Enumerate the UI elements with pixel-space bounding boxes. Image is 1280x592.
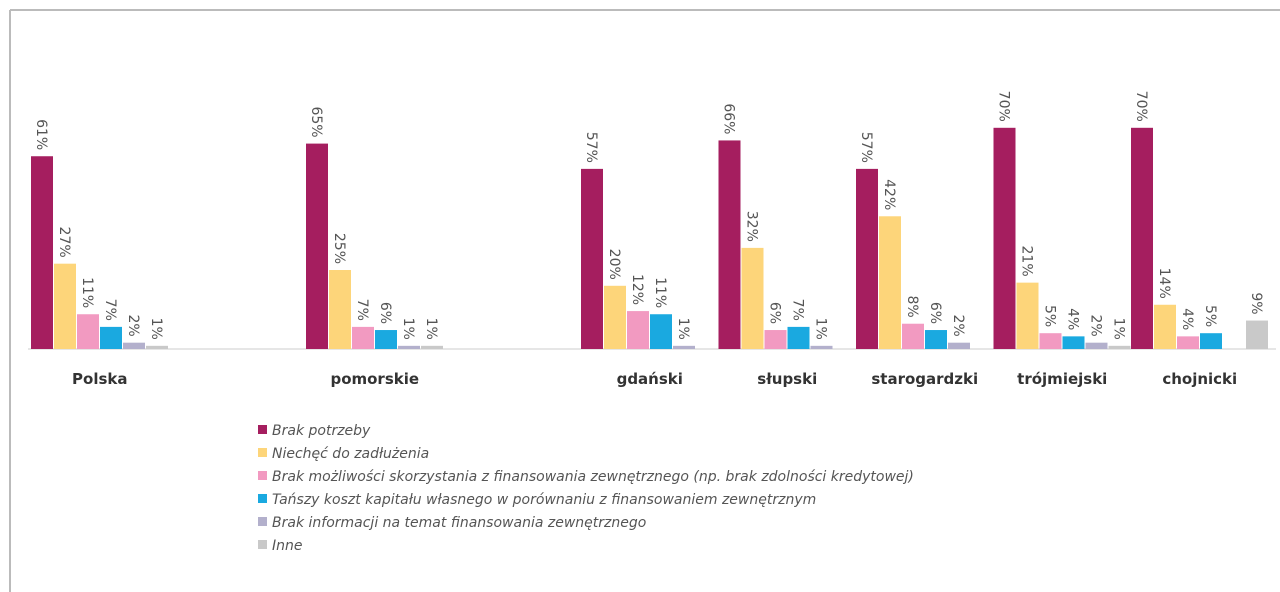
- x-tick-label: gdański: [617, 370, 683, 388]
- value-label: 1%: [813, 318, 829, 340]
- value-label: 66%: [721, 103, 737, 134]
- value-label: 57%: [858, 132, 874, 163]
- bar: [375, 330, 397, 349]
- bar: [948, 342, 970, 349]
- bar: [421, 345, 443, 349]
- bar: [146, 345, 168, 349]
- bar: [581, 168, 603, 349]
- value-label: 1%: [423, 318, 439, 340]
- bar: [306, 143, 328, 349]
- value-label: 20%: [606, 249, 622, 280]
- bar: [856, 168, 878, 349]
- x-tick-label: chojnicki: [1162, 370, 1237, 388]
- legend-swatch: [258, 517, 267, 526]
- value-label: 42%: [881, 179, 897, 210]
- value-label: 9%: [1248, 292, 1264, 314]
- legend-label: Niechęć do zadłużenia: [272, 446, 429, 462]
- legend-label: Brak możliwości skorzystania z finansowa…: [272, 469, 914, 485]
- bar: [1039, 333, 1062, 349]
- bar: [1062, 336, 1085, 349]
- value-label: 27%: [56, 227, 72, 258]
- x-tick-label: Polska: [72, 370, 127, 388]
- bar: [398, 345, 420, 349]
- value-label: 5%: [1202, 305, 1218, 327]
- legend-label: Brak informacji na temat finansowania ze…: [272, 515, 646, 531]
- bar: [879, 216, 901, 349]
- bar: [650, 314, 672, 349]
- bar: [993, 127, 1016, 349]
- bar: [1131, 127, 1153, 349]
- legend-label: Brak potrzeby: [272, 423, 371, 439]
- bar: [1085, 342, 1108, 349]
- value-label: 61%: [33, 119, 49, 150]
- value-label: 65%: [308, 106, 324, 137]
- value-label: 4%: [1179, 308, 1195, 330]
- value-label: 2%: [950, 314, 966, 336]
- bar: [100, 326, 122, 349]
- bar: [925, 330, 947, 349]
- bar: [1154, 304, 1176, 349]
- legend-swatch: [258, 471, 267, 480]
- value-label: 57%: [583, 132, 599, 163]
- bar: [329, 270, 351, 349]
- value-label: 11%: [79, 277, 95, 308]
- bar: [787, 326, 810, 349]
- value-label: 7%: [102, 299, 118, 321]
- x-tick-label: pomorskie: [330, 370, 419, 388]
- bar: [1200, 333, 1222, 349]
- value-label: 70%: [1133, 91, 1149, 122]
- bar: [54, 263, 76, 349]
- bar: [123, 342, 145, 349]
- legend-swatch: [258, 494, 267, 503]
- x-tick-label: słupski: [757, 370, 817, 388]
- value-label: 1%: [400, 318, 416, 340]
- bar: [718, 140, 741, 349]
- legend-swatch: [258, 448, 267, 457]
- value-label: 2%: [1088, 314, 1104, 336]
- bar: [810, 345, 833, 349]
- legend-swatch: [258, 540, 267, 549]
- value-label: 8%: [904, 296, 920, 318]
- legend-label: Tańszy koszt kapitału własnego w porówna…: [272, 492, 816, 508]
- value-label: 32%: [744, 211, 760, 242]
- bar: [31, 156, 53, 349]
- bar: [1246, 320, 1268, 349]
- value-label: 7%: [790, 299, 806, 321]
- bar: [902, 323, 924, 349]
- bar: [627, 311, 649, 349]
- bar: [741, 247, 764, 349]
- value-label: 6%: [377, 302, 393, 324]
- bar: [604, 285, 626, 349]
- bar: [352, 326, 374, 349]
- value-label: 70%: [996, 91, 1012, 122]
- x-tick-label: starogardzki: [871, 370, 978, 388]
- bar: [1016, 282, 1039, 349]
- value-label: 1%: [148, 318, 164, 340]
- value-label: 1%: [1111, 318, 1127, 340]
- value-label: 14%: [1156, 268, 1172, 299]
- value-label: 21%: [1019, 246, 1035, 277]
- bar: [764, 330, 787, 349]
- value-label: 25%: [331, 233, 347, 264]
- value-label: 11%: [652, 277, 668, 308]
- value-label: 5%: [1042, 305, 1058, 327]
- legend-swatch: [258, 425, 267, 434]
- bar: [673, 345, 695, 349]
- legend-label: Inne: [272, 538, 303, 554]
- bar: [77, 314, 99, 349]
- value-label: 2%: [125, 314, 141, 336]
- value-label: 6%: [927, 302, 943, 324]
- value-label: 7%: [354, 299, 370, 321]
- bar: [1108, 345, 1131, 349]
- x-tick-label: trójmiejski: [1017, 370, 1107, 388]
- value-label: 4%: [1065, 308, 1081, 330]
- value-label: 12%: [629, 274, 645, 305]
- bar: [1177, 336, 1199, 349]
- value-label: 6%: [767, 302, 783, 324]
- value-label: 1%: [675, 318, 691, 340]
